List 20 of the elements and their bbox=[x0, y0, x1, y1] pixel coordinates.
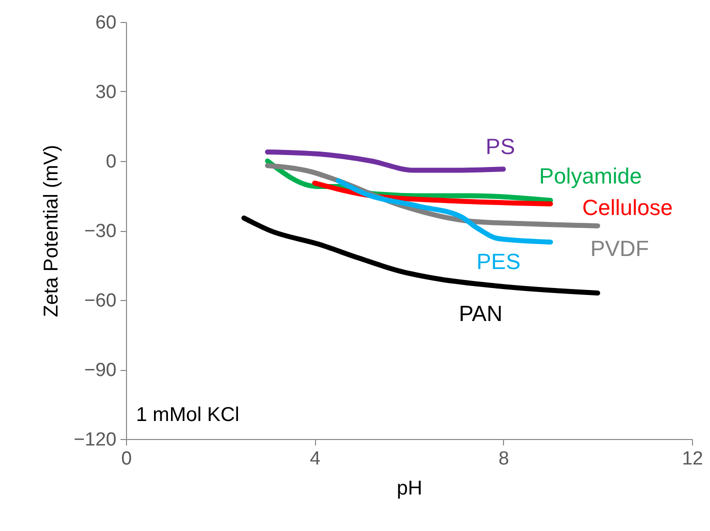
y-tick-label: −120 bbox=[74, 430, 116, 450]
series-label: PAN bbox=[458, 301, 502, 326]
x-tick-label: 4 bbox=[310, 448, 321, 470]
x-tick-label: 0 bbox=[121, 448, 132, 470]
x-axis-title: pH bbox=[396, 478, 422, 500]
series-label: PVDF bbox=[590, 236, 650, 261]
x-tick-label: 12 bbox=[682, 448, 704, 470]
series-label: PS bbox=[486, 134, 516, 160]
y-tick-label: −90 bbox=[84, 360, 116, 381]
annotation: 1 mMol KCl bbox=[136, 404, 240, 426]
y-tick-label: 60 bbox=[95, 12, 116, 34]
y-tick-label: −30 bbox=[84, 221, 116, 242]
series-label: Cellulose bbox=[582, 194, 673, 220]
y-tick-label: 30 bbox=[95, 82, 116, 103]
y-axis-title: Zeta Potential (mV) bbox=[40, 144, 63, 318]
x-tick-label: 8 bbox=[498, 448, 510, 470]
series-label: Polyamide bbox=[539, 163, 642, 188]
y-tick-label: −60 bbox=[84, 290, 116, 312]
y-tick-label: 0 bbox=[106, 152, 116, 172]
series-label: PES bbox=[476, 249, 521, 274]
